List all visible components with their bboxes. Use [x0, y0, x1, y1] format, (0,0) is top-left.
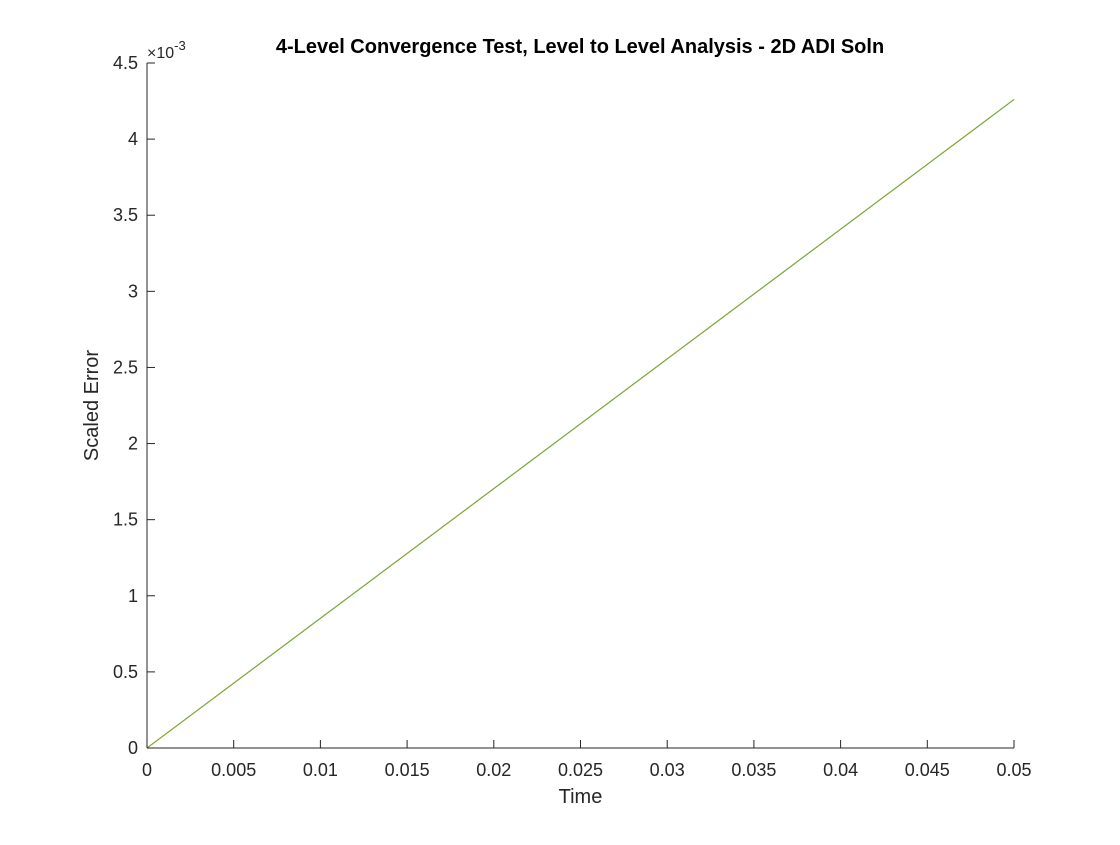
x-axis-label: Time: [559, 786, 603, 808]
x-tick-label: 0.01: [303, 760, 338, 780]
x-tick-label: 0.025: [558, 760, 603, 780]
x-tick-label: 0: [142, 760, 152, 780]
x-tick-label: 0.05: [996, 760, 1031, 780]
y-tick-label: 4: [128, 129, 138, 149]
y-axis-exponent-base: ×10: [147, 45, 174, 62]
x-tick-label: 0.03: [650, 760, 685, 780]
y-axis-exponent: ×10-3: [147, 38, 186, 62]
y-tick-label: 2: [128, 434, 138, 454]
x-tick-label: 0.015: [385, 760, 430, 780]
x-tick-label: 0.045: [905, 760, 950, 780]
chart-title: 4-Level Convergence Test, Level to Level…: [276, 36, 884, 58]
y-axis-exponent-power: -3: [174, 38, 186, 53]
series-layer: [146, 99, 1015, 749]
y-ticks: 0 0.5 1 1.5 2 2.5 3 3.5 4 4.5: [113, 53, 155, 758]
y-axis-label: Scaled Error: [81, 350, 103, 461]
x-ticks: 0 0.005 0.01 0.015 0.02 0.025 0.03 0.035 0.04 0.0…: [142, 740, 1032, 780]
series-line-3: [146, 99, 1015, 749]
x-tick-label: 0.035: [731, 760, 776, 780]
y-tick-label: 1: [128, 586, 138, 606]
x-tick-label: 0.04: [823, 760, 858, 780]
y-tick-label: 0: [128, 738, 138, 758]
x-tick-label: 0.005: [211, 760, 256, 780]
axes: [146, 63, 1014, 749]
y-tick-label: 3: [128, 281, 138, 301]
x-tick-label: 0.02: [476, 760, 511, 780]
y-tick-label: 0.5: [113, 662, 138, 682]
y-tick-label: 3.5: [113, 205, 138, 225]
y-tick-label: 4.5: [113, 53, 138, 73]
y-tick-label: 1.5: [113, 510, 138, 530]
y-tick-label: 2.5: [113, 357, 138, 377]
